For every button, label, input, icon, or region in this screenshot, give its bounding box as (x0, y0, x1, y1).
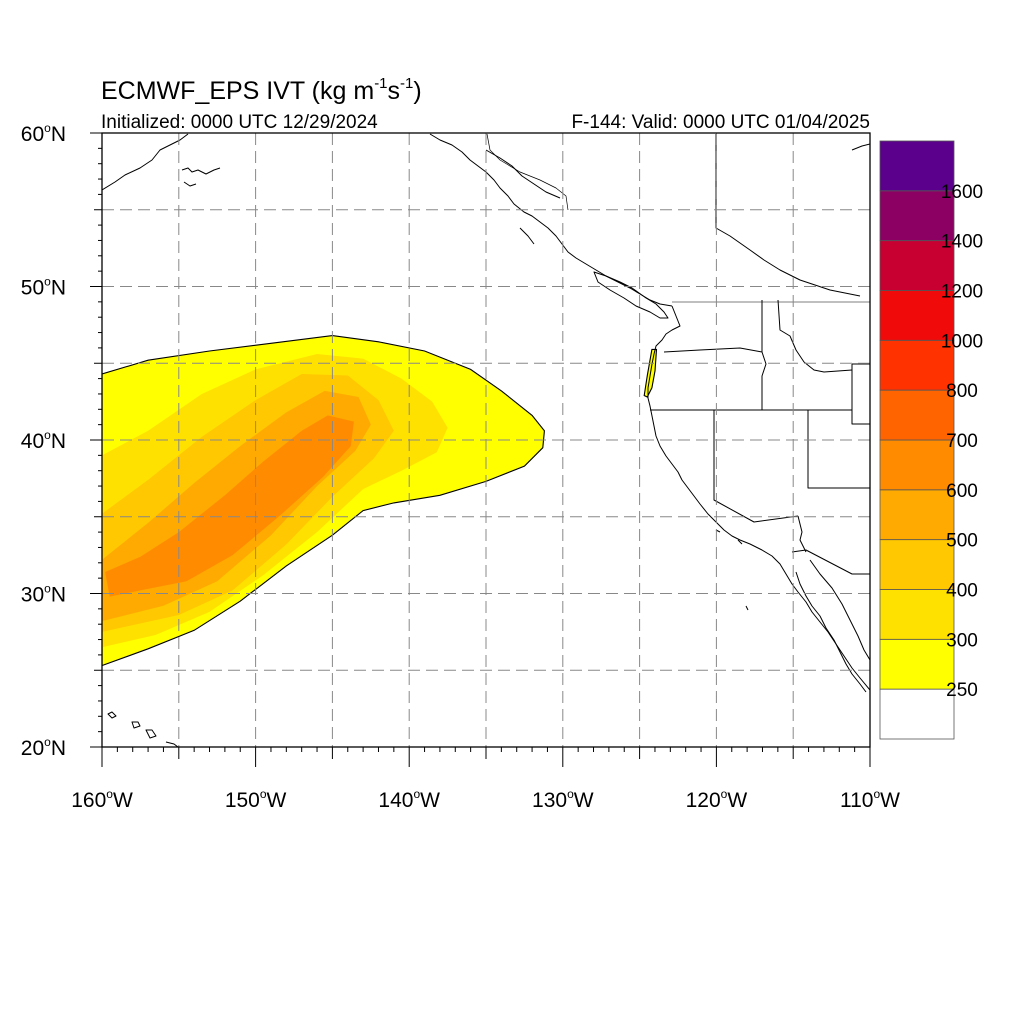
colorbar: 250 300 400 500 600 700 800 1000 1200 1400 1600 (879, 140, 983, 740)
lat-label-50: 50oN (21, 275, 66, 300)
subtitle-valid: F-144: Valid: 0000 UTC 01/04/2025 (571, 112, 870, 133)
colorbar-label-500: 500 (946, 531, 978, 552)
colorbar-label-700: 700 (946, 431, 978, 452)
lat-label-40: 40oN (21, 428, 66, 453)
colorbar-label-400: 400 (946, 581, 978, 602)
colorbar-swatch-3 (879, 539, 955, 590)
colorbar-swatch-0 (879, 688, 955, 740)
colorbar-label-300: 300 (946, 630, 978, 651)
us-canada-border-ak (486, 133, 569, 211)
colorbar-label-1000: 1000 (941, 331, 983, 352)
coastlines-and-borders (102, 133, 870, 747)
colorbar-label-1600: 1600 (941, 182, 983, 203)
colorbar-label-1400: 1400 (941, 232, 983, 253)
figure-title: ECMWF_EPS IVT (kg m-1s-1) (101, 75, 422, 105)
colorbar-swatch-5 (879, 439, 955, 491)
state-borders (650, 299, 870, 575)
colorbar-label-800: 800 (946, 381, 978, 402)
colorbar-swatch-6 (879, 389, 955, 441)
hawaii-islands (107, 711, 179, 747)
ivt-shaded-field (102, 335, 658, 667)
lat-label-60: 60oN (21, 121, 66, 146)
graticule (102, 133, 870, 747)
lon-label-130: 130oW (532, 787, 594, 812)
colorbar-label-1200: 1200 (941, 282, 983, 303)
lat-label-20: 20oN (21, 735, 66, 760)
subtitle-initialized: Initialized: 0000 UTC 12/29/2024 (101, 112, 378, 133)
longitude-labels: 160oW 150oW 140oW 130oW 120oW 110oW (71, 787, 900, 812)
lon-label-110: 110oW (840, 787, 900, 812)
vancouver-island (593, 271, 669, 319)
colorbar-swatch-8 (879, 290, 955, 341)
lon-label-150: 150oW (225, 787, 287, 812)
west-coast (647, 305, 870, 691)
axis-ticks (90, 132, 871, 767)
ivt-contour-600-4 (105, 415, 354, 597)
se-alaska-coast (429, 133, 673, 307)
colorbar-swatch-1 (879, 638, 955, 690)
colorbar-swatch-11 (879, 140, 955, 192)
lon-label-140: 140oW (378, 787, 440, 812)
colorbar-label-250: 250 (946, 680, 978, 701)
colorbar-swatch-4 (879, 489, 955, 540)
colorbar-swatch-9 (879, 240, 955, 291)
colorbar-label-600: 600 (946, 481, 978, 502)
colorbar-swatch-2 (879, 589, 955, 640)
lat-label-30: 30oN (21, 582, 66, 607)
latitude-labels: 60oN 50oN 40oN 30oN 20oN (21, 121, 66, 760)
lon-label-160: 160oW (71, 787, 133, 812)
lon-label-120: 120oW (686, 787, 748, 812)
alaska-coast (102, 133, 189, 191)
colorbar-swatch-7 (879, 339, 955, 391)
